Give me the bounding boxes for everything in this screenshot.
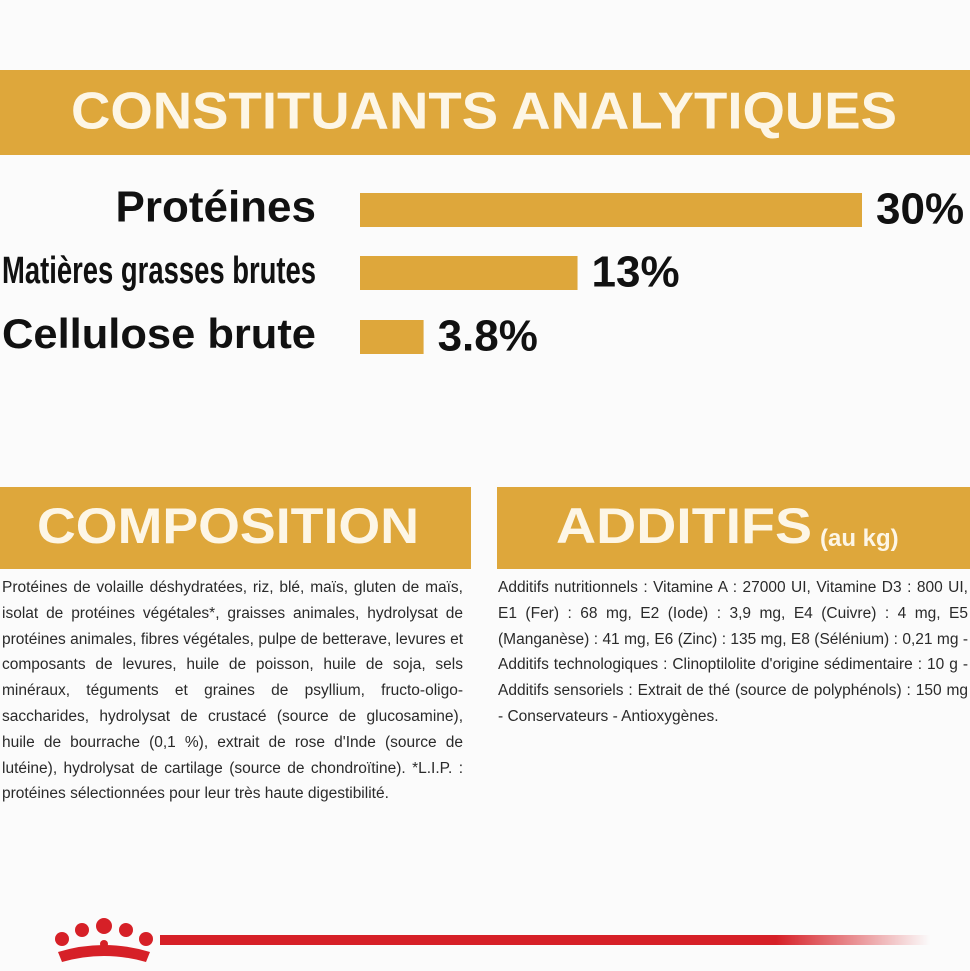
additifs-banner <box>497 487 970 569</box>
row-label: Protéines <box>115 183 316 232</box>
bar <box>360 320 424 354</box>
footer-line <box>160 935 930 945</box>
title-banner <box>0 70 970 155</box>
bar <box>360 256 578 290</box>
chart-title: CONSTITUANTS ANALYTIQUES <box>71 83 897 141</box>
composition-text: Protéines de volaille déshydratées, riz,… <box>2 579 463 803</box>
composition-title: COMPOSITION <box>37 498 419 554</box>
value-label: 13% <box>592 248 680 297</box>
logo <box>55 918 153 962</box>
row-label: Cellulose brute <box>2 310 316 357</box>
value-label: 30% <box>876 185 964 234</box>
additifs-title: ADDITIFS <box>556 498 812 554</box>
value-label: 3.8% <box>438 312 538 361</box>
row-label: Matières grasses brutes <box>2 250 316 292</box>
additifs-text: Additifs nutritionnels : Vitamine A : 27… <box>498 579 968 725</box>
additifs-heading: ADDITIFS (au kg) <box>556 498 899 554</box>
composition-banner <box>0 487 471 569</box>
additifs-subtitle: (au kg) <box>820 525 899 552</box>
bar <box>360 193 862 227</box>
